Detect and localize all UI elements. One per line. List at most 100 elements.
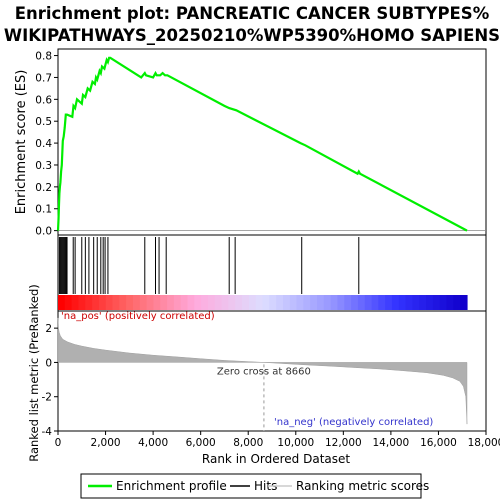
rank-color-segment <box>105 295 114 310</box>
x-tick-label: 0 <box>55 437 62 449</box>
es-panel: 0.0 0.1 0.2 0.3 0.4 0.5 0.6 0.7 0.8 Enrichment s… <box>14 48 487 238</box>
x-axis-label: Rank in Ordered Dataset <box>202 452 350 466</box>
rank-color-segment <box>398 295 407 310</box>
negative-label: 'na_neg' (negatively correlated) <box>274 417 433 428</box>
legend-label-ranking: Ranking metric scores <box>296 479 429 493</box>
x-tick-label: 10,000 <box>277 437 314 449</box>
rank-color-segment <box>405 295 414 310</box>
legend-frame <box>80 473 422 499</box>
rank-color-segment <box>126 295 134 310</box>
rank-color-segment <box>439 295 448 310</box>
hit-lines <box>58 237 360 294</box>
rank-color-segment <box>112 295 120 310</box>
positive-label: 'na_pos' (positively correlated) <box>61 311 215 322</box>
ranking-metric-area <box>57 317 468 425</box>
metric-y-tick-label: -4 <box>42 426 53 438</box>
es-y-axis-label: Enrichment score (ES) <box>14 70 29 215</box>
rank-color-segment <box>385 295 393 310</box>
rank-color-segment <box>92 295 100 310</box>
rank-color-segment <box>139 295 148 310</box>
rank-color-segment <box>160 295 168 310</box>
rank-color-segment <box>255 295 264 310</box>
es-y-tick-label: 0.0 <box>35 226 52 238</box>
x-axis-ticks: 0 2,000 4,000 6,000 8,000 10,000 12,000 14,000 1… <box>55 431 500 449</box>
rank-color-segment <box>242 295 250 310</box>
x-tick-label: 6,000 <box>186 437 216 449</box>
es-y-tick-label: 0.2 <box>35 182 52 194</box>
rank-color-segment <box>78 295 86 310</box>
es-y-tick-label: 0.8 <box>35 51 52 63</box>
rank-color-segment <box>344 295 352 310</box>
rank-color-segment <box>446 295 454 310</box>
rank-color-bar <box>58 295 468 310</box>
rank-color-segment <box>330 295 339 310</box>
chart-title-line-1: Enrichment plot: PANCREATIC CANCER SUBTY… <box>15 4 490 23</box>
chart-title-line-2: WIKIPATHWAYS_20250210%WP5390%HOMO SAPIEN… <box>4 26 500 45</box>
zero-cross-label: Zero cross at 8660 <box>217 366 311 377</box>
legend: Enrichment profile Hits Ranking metric s… <box>80 473 429 499</box>
rank-color-segment <box>85 295 93 310</box>
rank-color-segment <box>426 295 434 310</box>
metric-y-tick-label: -2 <box>42 392 52 404</box>
metric-y-tick-label: 0 <box>45 357 52 369</box>
rank-color-segment <box>201 295 209 310</box>
rank-color-segment <box>310 295 318 310</box>
rank-color-segment <box>214 295 223 310</box>
rank-color-segment <box>460 295 468 310</box>
x-tick-label: 12,000 <box>325 437 362 449</box>
rank-color-segment <box>371 295 379 310</box>
rank-color-segment <box>119 295 127 310</box>
rank-color-segment <box>173 295 182 310</box>
rank-color-segment <box>378 295 386 310</box>
es-y-tick-label: 0.1 <box>35 204 52 216</box>
es-y-tick-label: 0.5 <box>35 116 52 128</box>
rank-color-segment <box>228 295 236 310</box>
rank-color-segment <box>317 295 325 310</box>
es-y-tick-label: 0.6 <box>35 94 52 106</box>
metric-panel: 2 0 -2 -4 Zero cross at 8660 'na_pos' (posi… <box>27 284 487 462</box>
legend-label-hits: Hits <box>254 479 277 493</box>
rank-color-segment <box>351 295 359 310</box>
metric-y-ticks: 2 0 -2 -4 <box>42 323 58 438</box>
rank-color-segment <box>282 295 291 310</box>
es-y-ticks: 0.0 0.1 0.2 0.3 0.4 0.5 0.6 0.7 0.8 <box>35 51 58 238</box>
rank-color-segment <box>221 295 230 310</box>
rank-color-segment <box>419 295 427 310</box>
rank-color-segment <box>194 295 202 310</box>
x-tick-label: 4,000 <box>138 437 168 449</box>
hits-panel <box>57 234 487 312</box>
rank-color-segment <box>146 295 155 310</box>
rank-color-segment <box>303 295 311 310</box>
rank-color-segment <box>276 295 284 310</box>
rank-color-segment <box>269 295 277 310</box>
rank-color-segment <box>432 295 441 310</box>
rank-color-segment <box>289 295 298 310</box>
es-y-tick-label: 0.4 <box>35 138 52 150</box>
x-tick-label: 18,000 <box>468 437 500 449</box>
rank-color-segment <box>180 295 189 310</box>
rank-color-segment <box>262 295 270 310</box>
rank-color-segment <box>364 295 373 310</box>
rank-color-segment <box>71 295 80 310</box>
rank-color-segment <box>153 295 161 310</box>
rank-color-segment <box>167 295 175 310</box>
rank-color-segment <box>58 295 66 310</box>
rank-color-segment <box>235 295 243 310</box>
rank-color-segment <box>98 295 107 310</box>
x-tick-label: 14,000 <box>373 437 410 449</box>
metric-y-axis-label: Ranked list metric (PreRanked) <box>27 284 41 462</box>
rank-color-segment <box>391 295 400 310</box>
x-tick-label: 2,000 <box>91 437 121 449</box>
enrichment-profile-line <box>56 56 468 232</box>
es-y-tick-label: 0.7 <box>35 72 52 84</box>
rank-color-segment <box>207 295 216 310</box>
rank-color-segment <box>248 295 257 310</box>
es-y-tick-label: 0.3 <box>35 160 52 172</box>
metric-y-tick-label: 2 <box>45 323 52 335</box>
x-tick-label: 16,000 <box>420 437 457 449</box>
rank-color-segment <box>357 295 366 310</box>
rank-color-segment <box>453 295 461 310</box>
legend-label-enrichment: Enrichment profile <box>116 479 227 493</box>
rank-color-segment <box>64 295 73 310</box>
